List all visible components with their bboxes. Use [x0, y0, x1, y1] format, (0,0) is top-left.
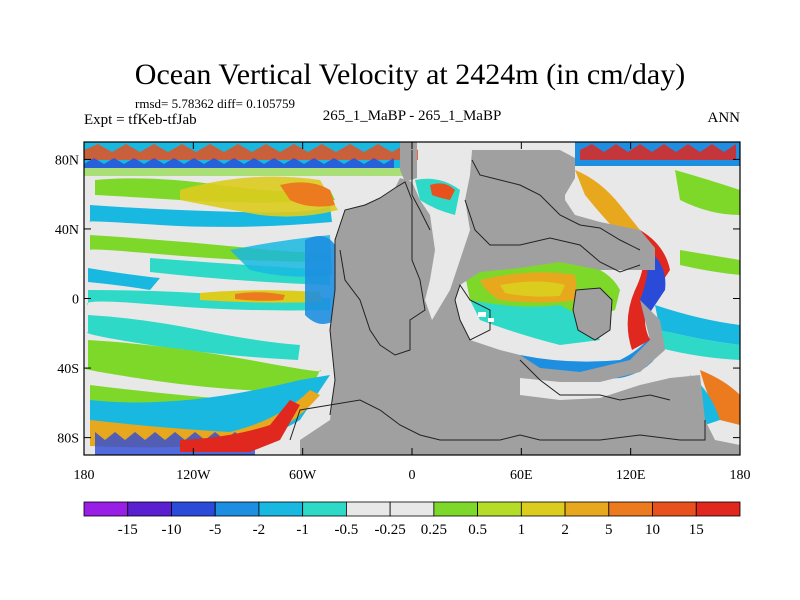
colorbar-swatch [608, 501, 653, 517]
colorbar-swatch [477, 501, 522, 517]
colorbar-label: -15 [118, 522, 138, 538]
experiment-label: Expt = tfKeb-tfJab [84, 112, 197, 128]
stats-label: rmsd= 5.78362 diff= 0.105759 [135, 96, 295, 111]
colorbar-label: 5 [605, 522, 613, 538]
y-tick-label: 80N [55, 153, 79, 168]
x-tick-label: 120E [616, 468, 646, 483]
season-label: ANN [708, 110, 741, 126]
colorbar-swatch [171, 501, 216, 517]
y-axis: 80N 40N 0 40S 80S [55, 153, 740, 447]
colorbar-swatch [345, 501, 391, 517]
y-tick-label: 80S [57, 432, 79, 447]
x-tick-label: 60E [510, 468, 533, 483]
colorbar-swatch [214, 501, 260, 517]
colorbar-label: 2 [561, 522, 569, 538]
colorbar-label: -0.25 [375, 522, 406, 538]
colorbar-label: -2 [253, 522, 266, 538]
chart-title: Ocean Vertical Velocity at 2424m (in cm/… [135, 58, 685, 91]
colorbar-label: -5 [209, 522, 222, 538]
colorbar-label: -10 [161, 522, 181, 538]
y-tick-label: 40N [55, 223, 79, 238]
case-label: 265_1_MaBP - 265_1_MaBP [323, 108, 502, 124]
colorbar-swatch [520, 501, 566, 517]
colorbar-swatch [389, 501, 435, 517]
x-axis: 180 120W 60W 0 60E 120E 180 [74, 142, 751, 483]
colorbar-label: 0.25 [421, 522, 447, 538]
colorbar-label: 15 [689, 522, 704, 538]
colorbar-swatch [652, 501, 697, 517]
colorbar-label: 1 [518, 522, 526, 538]
colorbar-label: -1 [296, 522, 309, 538]
land-masses [300, 142, 740, 455]
colorbar-swatch [258, 501, 304, 517]
colorbar-swatch [564, 501, 610, 517]
x-tick-label: 0 [409, 468, 416, 483]
missing-data [478, 312, 486, 317]
y-tick-label: 40S [57, 362, 79, 377]
colorbar-label: 10 [645, 522, 660, 538]
map-plot [84, 142, 740, 455]
colorbar-swatch [127, 501, 172, 517]
x-tick-label: 180 [74, 468, 95, 483]
x-tick-label: 180 [730, 468, 751, 483]
colorbar-swatch [433, 501, 479, 517]
velocity-field [84, 142, 740, 455]
colorbar-swatch [302, 501, 347, 517]
colorbar-label: 0.5 [468, 522, 487, 538]
missing-data [488, 318, 494, 322]
colorbar-swatch [695, 501, 741, 517]
colorbar-label: -0.5 [335, 522, 359, 538]
y-tick-label: 0 [72, 293, 79, 308]
coastlines [289, 150, 706, 441]
x-tick-label: 60W [289, 468, 317, 483]
colorbar: -15 -10 -5 -2 -1 -0.5 -0.25 0.25 0.5 1 2 5 10 15 [83, 501, 741, 538]
x-tick-label: 120W [176, 468, 211, 483]
colorbar-swatch [83, 501, 129, 517]
